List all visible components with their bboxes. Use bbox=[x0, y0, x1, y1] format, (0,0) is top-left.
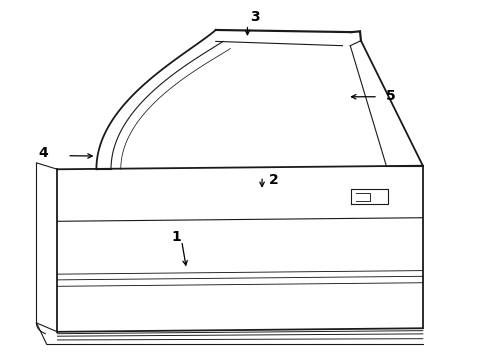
Text: 4: 4 bbox=[38, 146, 48, 160]
Text: 5: 5 bbox=[386, 89, 396, 103]
Text: 2: 2 bbox=[270, 173, 279, 187]
Text: 1: 1 bbox=[172, 230, 182, 244]
Text: 3: 3 bbox=[250, 10, 260, 24]
